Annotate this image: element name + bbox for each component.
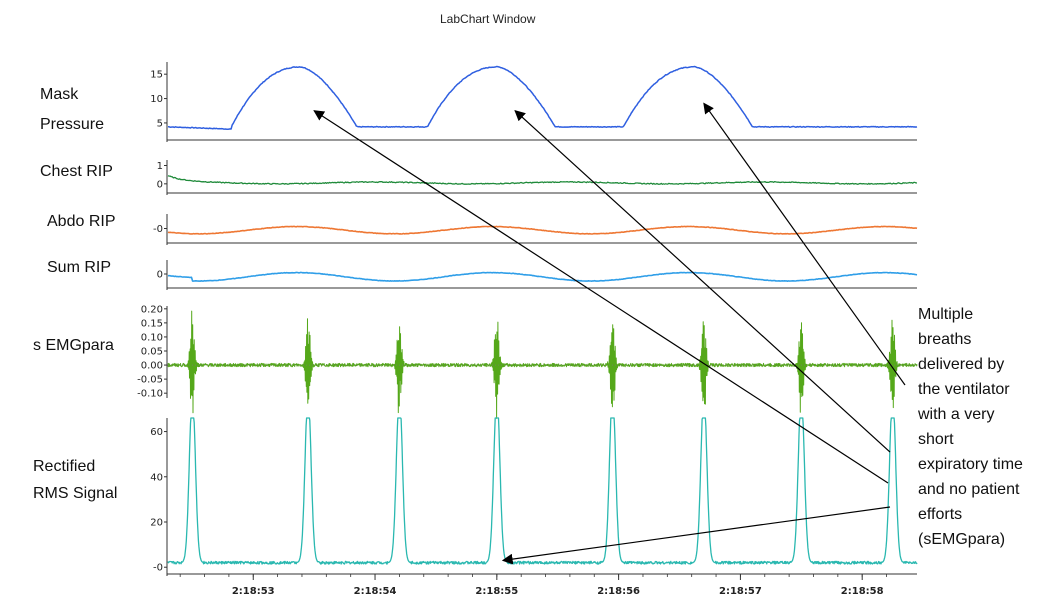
rms-y-tick-label: 40: [150, 472, 163, 483]
annotation-line: efforts: [918, 506, 963, 523]
mask-y-tick-label: 10: [150, 94, 163, 105]
annotation-line: (sEMGpara): [918, 531, 1006, 548]
annotation-line: short: [918, 431, 954, 448]
chest-y-tick-label: 0: [157, 179, 163, 190]
annotation-line: and no patient: [918, 481, 1020, 498]
sum-y-tick-label: 0: [157, 270, 163, 281]
semg-y-tick-label: -0.10: [137, 389, 163, 400]
annotation-line: delivered by: [918, 356, 1005, 373]
mask-pressure-label-1: Mask: [40, 86, 79, 103]
abdo-trace: [167, 225, 918, 235]
rms-y-tick-label: 60: [150, 427, 163, 438]
annotation-arrow: [703, 102, 906, 386]
chest-rip-label: Chest RIP: [40, 163, 113, 180]
abdo-rip-label: Abdo RIP: [47, 213, 116, 230]
annotation-text: Multiple breaths delivered by the ventil…: [918, 302, 1052, 552]
x-tick-label: 2:18:53: [232, 586, 275, 597]
annotation-arrow: [313, 110, 889, 484]
sum-trace: [168, 271, 918, 282]
semg-y-tick-label: 0.10: [141, 332, 163, 343]
chest-y-tick-label: 1: [157, 161, 163, 172]
semg-y-tick-label: -0.05: [137, 375, 163, 386]
x-tick-label: 2:18:55: [475, 586, 518, 597]
x-tick-label: 2:18:58: [841, 586, 884, 597]
annotation-line: Multiple: [918, 306, 974, 323]
annotation-line: with a very: [918, 406, 995, 423]
semg-y-tick-label: 0.00: [141, 361, 163, 372]
annotation-line: the ventilator: [918, 381, 1010, 398]
window-title: LabChart Window: [440, 12, 536, 26]
mask-y-tick-label: 15: [150, 70, 163, 81]
x-tick-label: 2:18:56: [597, 586, 640, 597]
annotation-line: breaths: [918, 331, 972, 348]
semg-trace: [167, 310, 918, 419]
mask-y-tick-label: 5: [157, 118, 163, 129]
mask-trace: [168, 65, 918, 131]
sum-rip-label: Sum RIP: [47, 259, 112, 276]
mask-pressure-label-2: Pressure: [40, 116, 105, 133]
abdo-y-tick-label: -0: [153, 224, 163, 235]
semg-y-tick-label: 0.15: [141, 318, 163, 329]
chest-trace: [167, 175, 918, 185]
x-tick-label: 2:18:54: [354, 586, 397, 597]
rms-y-tick-label: -0: [153, 563, 163, 574]
semg-label: s EMGpara: [33, 337, 114, 354]
annotation-arrow: [501, 506, 891, 565]
semg-y-tick-label: 0.05: [141, 347, 163, 358]
annotation-line: expiratory time: [918, 456, 1023, 473]
rms-label-1: Rectified: [33, 458, 96, 475]
annotation-arrow: [514, 110, 891, 453]
rms-label-2: RMS Signal: [33, 485, 118, 502]
rms-trace: [167, 417, 918, 565]
semg-y-tick-label: 0.20: [141, 304, 163, 315]
x-tick-label: 2:18:57: [719, 586, 762, 597]
rms-y-tick-label: 20: [150, 518, 163, 529]
